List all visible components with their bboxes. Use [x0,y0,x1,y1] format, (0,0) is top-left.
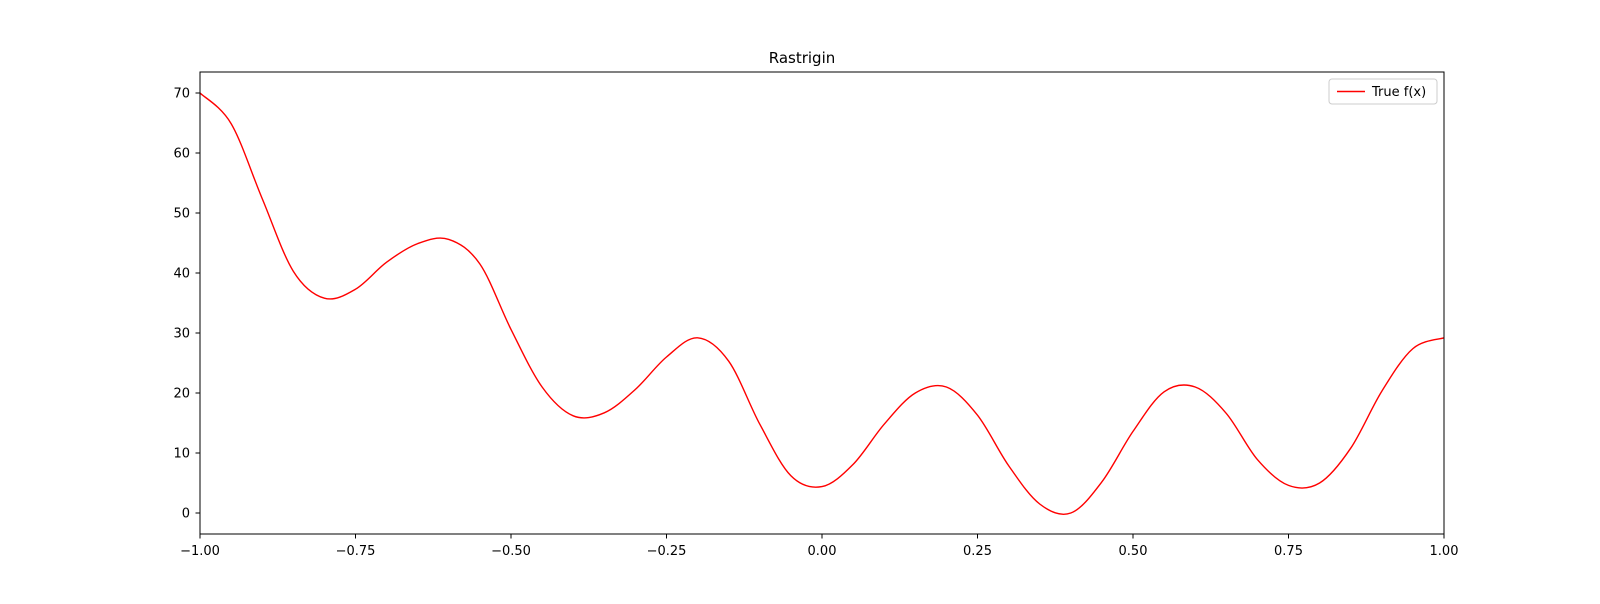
series-line-true-fx [199,92,1445,515]
y-tick-label: 10 [173,447,190,462]
y-tick-label: 30 [173,327,190,342]
plot-area-frame [199,71,1445,535]
x-tick-label: −0.75 [336,544,376,559]
x-axis: −1.00 −0.75 −0.50 −0.25 0.00 0.25 0.50 0.75 1.00 [180,534,1458,559]
x-tick-label: 0.75 [1274,544,1303,559]
x-tick-label: 0.25 [963,544,992,559]
legend: True f(x) [1328,78,1438,105]
chart-title: Rastrigin [769,49,836,67]
x-tick-label: −0.50 [491,544,531,559]
legend-box [1328,78,1438,105]
y-tick-label: 20 [173,387,190,402]
y-tick-label: 0 [182,507,190,522]
x-tick-label: 1.00 [1430,544,1459,559]
x-tick-label: 0.50 [1119,544,1148,559]
series-layer [199,92,1445,515]
x-tick-label: −0.25 [647,544,687,559]
y-tick-label: 60 [173,147,190,162]
y-tick-label: 40 [173,267,190,282]
x-tick-label: 0.00 [808,544,837,559]
y-tick-label: 70 [173,87,190,102]
y-tick-label: 50 [173,207,190,222]
x-tick-label: −1.00 [180,544,220,559]
legend-label: True f(x) [1371,85,1426,100]
y-axis: 0 10 20 30 40 50 60 70 [173,87,200,522]
